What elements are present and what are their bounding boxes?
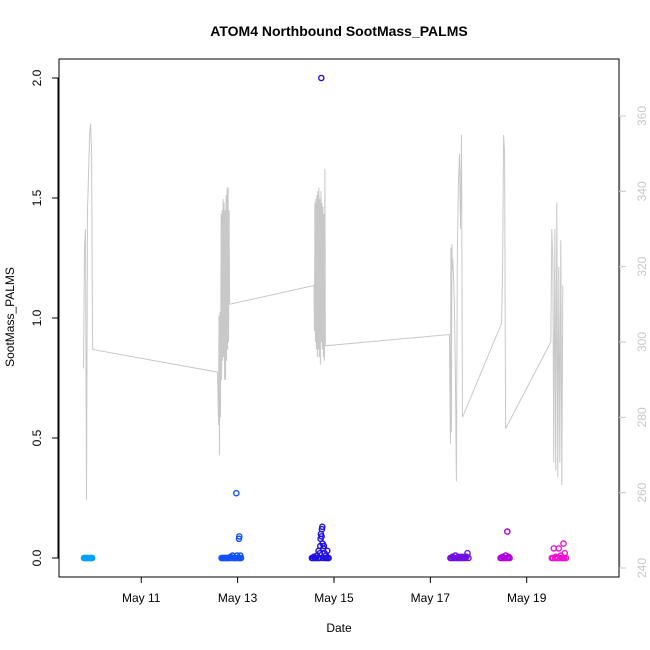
data-point-series-4 bbox=[465, 554, 472, 562]
y2-tick-label: 360 bbox=[635, 106, 649, 126]
x-tick-label: May 15 bbox=[314, 591, 354, 605]
data-point-series-1 bbox=[88, 554, 96, 562]
data-point-series-6 bbox=[555, 545, 563, 552]
y2-tick-label: 260 bbox=[635, 482, 649, 502]
data-point-series-3 bbox=[318, 533, 325, 540]
y2-tick-label: 240 bbox=[635, 558, 649, 578]
y-tick-label: 1.5 bbox=[30, 189, 44, 206]
y-tick-label: 1.0 bbox=[30, 309, 44, 326]
secondary-line-layer bbox=[83, 123, 564, 501]
x-axis-label: Date bbox=[326, 621, 352, 635]
x-tick-label: May 17 bbox=[411, 591, 451, 605]
data-point-series-5 bbox=[505, 553, 512, 561]
chart-title: ATOM4 Northbound SootMass_PALMS bbox=[210, 23, 467, 39]
y2-tick-label: 340 bbox=[635, 181, 649, 201]
plot-frame bbox=[58, 58, 620, 578]
x-tick-label: May 19 bbox=[507, 591, 547, 605]
x-tick-label: May 13 bbox=[218, 591, 258, 605]
y-tick-label: 0.5 bbox=[30, 429, 44, 446]
data-point-series-3 bbox=[320, 542, 328, 550]
scatter-points-layer bbox=[80, 74, 570, 562]
y2-tick-label: 320 bbox=[635, 256, 649, 276]
data-point-series-2 bbox=[232, 489, 240, 497]
data-point-series-2 bbox=[235, 533, 243, 540]
data-point-series-3 bbox=[318, 523, 326, 531]
data-point-series-3 bbox=[323, 547, 331, 555]
y2-tick-label: 280 bbox=[635, 407, 649, 427]
data-point-series-6 bbox=[560, 540, 567, 547]
y-tick-label: 2.0 bbox=[30, 69, 44, 86]
y-axis-label: SootMass_PALMS bbox=[3, 267, 17, 367]
data-point-series-3 bbox=[317, 74, 325, 82]
data-point-series-5 bbox=[503, 528, 511, 535]
y2-tick-label: 300 bbox=[635, 332, 649, 352]
data-point-series-5 bbox=[506, 554, 513, 562]
data-point-series-2 bbox=[235, 535, 243, 543]
data-point-series-6 bbox=[562, 554, 570, 562]
axes-layer: May 11 May 13 May 15 May 17 May 19 0.0 0.5 1.0 1… bbox=[30, 69, 649, 605]
secondary-series-line bbox=[83, 123, 564, 501]
y-tick-label: 0.0 bbox=[30, 549, 44, 566]
data-point-series-3 bbox=[325, 554, 332, 562]
data-point-series-2 bbox=[237, 554, 245, 562]
x-tick-label: May 11 bbox=[122, 591, 161, 605]
